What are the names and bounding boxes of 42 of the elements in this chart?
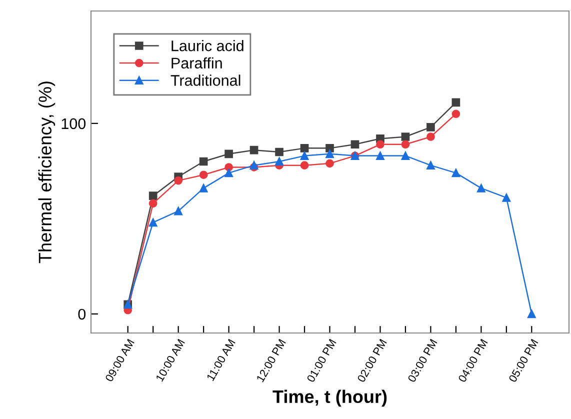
point — [452, 98, 460, 107]
legend-label: Lauric acid — [172, 40, 244, 52]
point — [250, 146, 258, 154]
y-tick-label: 100 — [62, 118, 86, 130]
point — [376, 152, 384, 160]
point — [148, 199, 158, 208]
point — [275, 157, 284, 166]
point — [224, 163, 233, 172]
point — [224, 168, 233, 178]
point — [300, 161, 309, 170]
point — [199, 170, 208, 180]
point — [452, 110, 460, 118]
point — [452, 168, 460, 178]
point — [326, 150, 334, 158]
point — [275, 148, 284, 156]
point — [326, 144, 334, 152]
point — [376, 140, 384, 149]
legend-label: Traditional — [170, 74, 240, 86]
point — [426, 161, 435, 170]
legend-label: Paraffin — [172, 57, 222, 69]
point — [502, 194, 511, 202]
point — [401, 132, 410, 141]
point — [350, 140, 360, 149]
y-tick-label: 0 — [78, 308, 86, 320]
point — [148, 192, 158, 200]
point — [300, 152, 309, 160]
point — [174, 206, 182, 216]
point — [527, 310, 536, 318]
point — [224, 150, 233, 158]
point — [401, 140, 410, 149]
point — [401, 152, 410, 160]
x-axis-title: Time, t (hour) — [272, 390, 387, 407]
point — [477, 184, 486, 192]
point — [148, 218, 158, 227]
point — [174, 176, 182, 185]
point — [199, 184, 208, 192]
point — [199, 157, 208, 166]
point — [426, 132, 435, 141]
point — [426, 123, 435, 132]
point — [300, 144, 309, 152]
point — [326, 159, 334, 168]
y-axis-title: Thermal efficiency, (%) — [38, 82, 56, 264]
